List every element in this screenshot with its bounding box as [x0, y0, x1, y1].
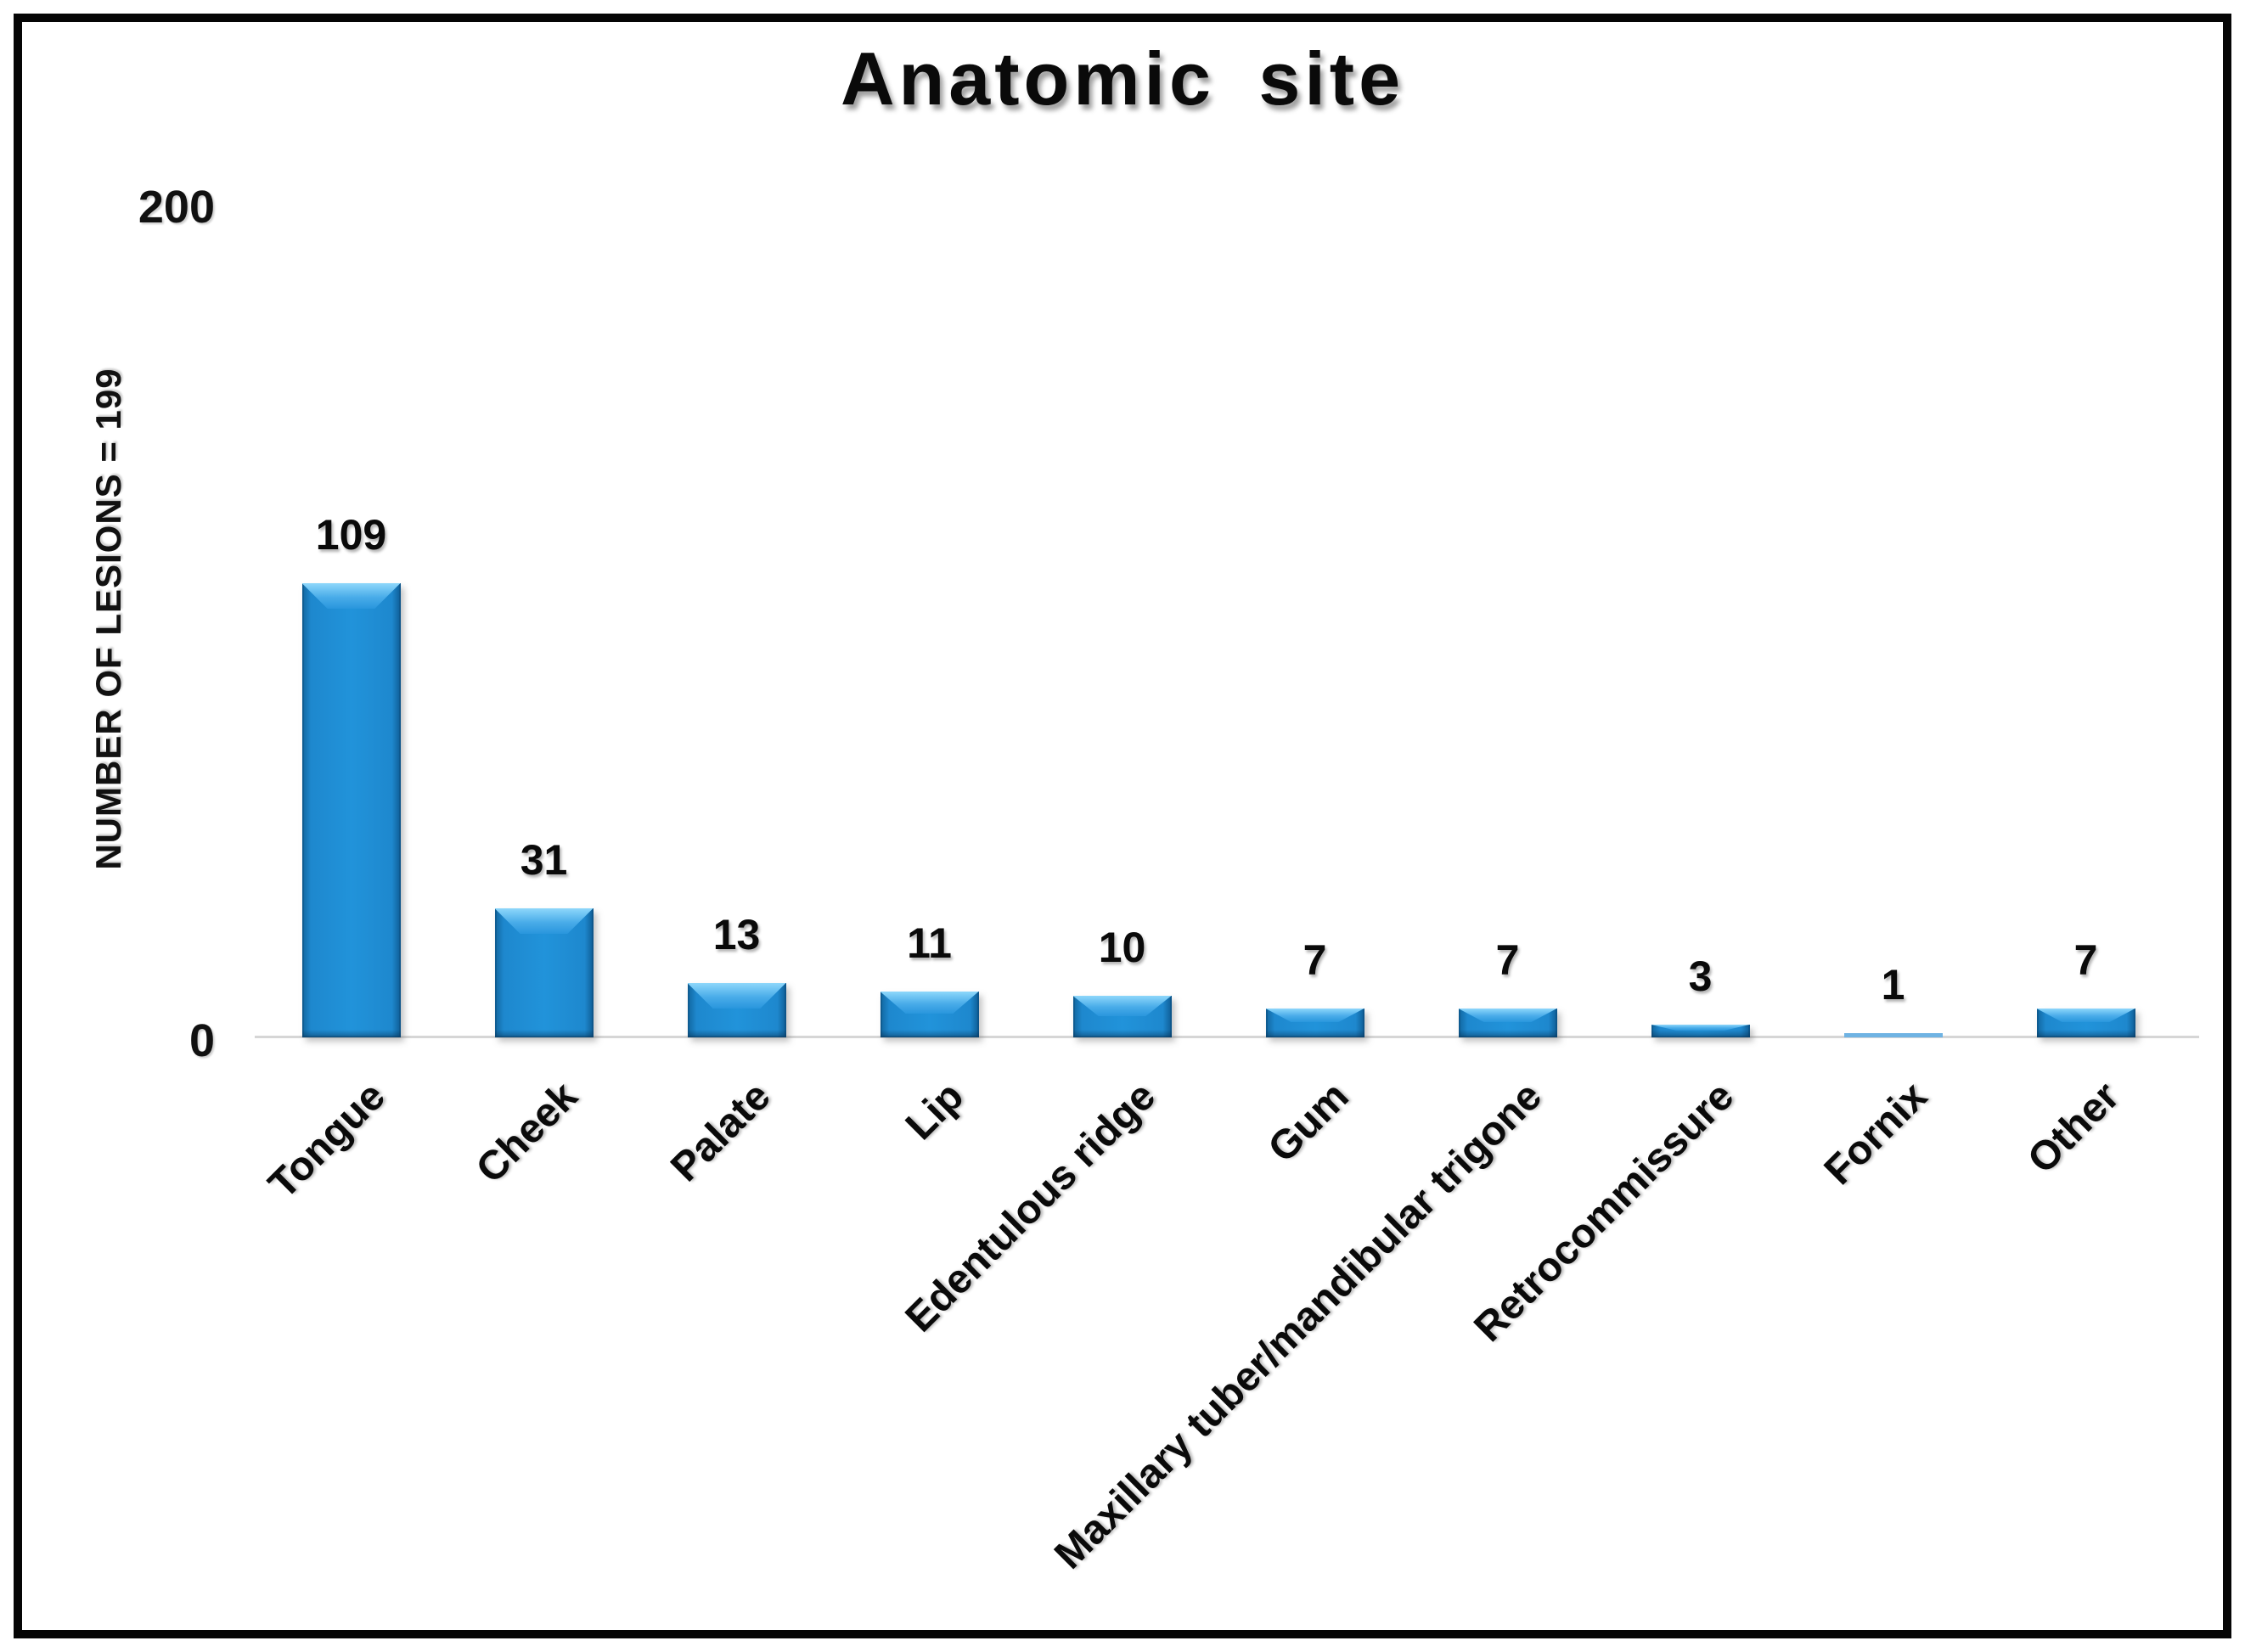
bar [1265, 1009, 1364, 1037]
x-axis-category-label: Palate [662, 1073, 779, 1191]
plot-area: 109 Tongue 31 Cheek 13 Palate 11 Lip 10 Edentulou… [255, 0, 2182, 1652]
x-axis-category-label: Tongue [260, 1073, 394, 1208]
y-axis-tick-200: 200 [138, 182, 215, 233]
bar [1458, 1009, 1557, 1037]
x-axis-line [255, 1036, 2199, 1038]
bar-value-label: 7 [1495, 936, 1520, 984]
y-axis-tick-0: 0 [188, 1015, 215, 1066]
bar [494, 908, 594, 1037]
bar-value-label: 7 [2073, 936, 2098, 984]
x-axis-category-label: Lip [897, 1073, 972, 1149]
bar [301, 583, 401, 1037]
bar-value-label: 13 [712, 911, 761, 958]
x-axis-category-label: Gum [1259, 1073, 1358, 1172]
x-axis-category-label: Fornix [1815, 1073, 1936, 1194]
x-axis-category-label: Other [2019, 1073, 2129, 1183]
y-axis-label: NUMBER OF LESIONS = 199 [88, 368, 128, 870]
bar-value-label: 10 [1098, 924, 1146, 971]
bar [880, 992, 979, 1037]
bar-value-label: 7 [1303, 936, 1327, 984]
bar-value-label: 109 [315, 511, 387, 559]
bar [687, 983, 786, 1037]
bar-value-label: 31 [520, 836, 568, 884]
x-axis-category-label: Cheek [468, 1073, 587, 1193]
chart-title: Anatomic site [840, 37, 1405, 121]
bar [1843, 1033, 1943, 1037]
bar-value-label: 1 [1881, 961, 1905, 1009]
bar [1651, 1025, 1750, 1037]
bar [1072, 996, 1172, 1037]
bar-value-label: 3 [1688, 952, 1713, 1000]
bar-value-label: 11 [907, 919, 952, 967]
bar [2036, 1009, 2135, 1037]
